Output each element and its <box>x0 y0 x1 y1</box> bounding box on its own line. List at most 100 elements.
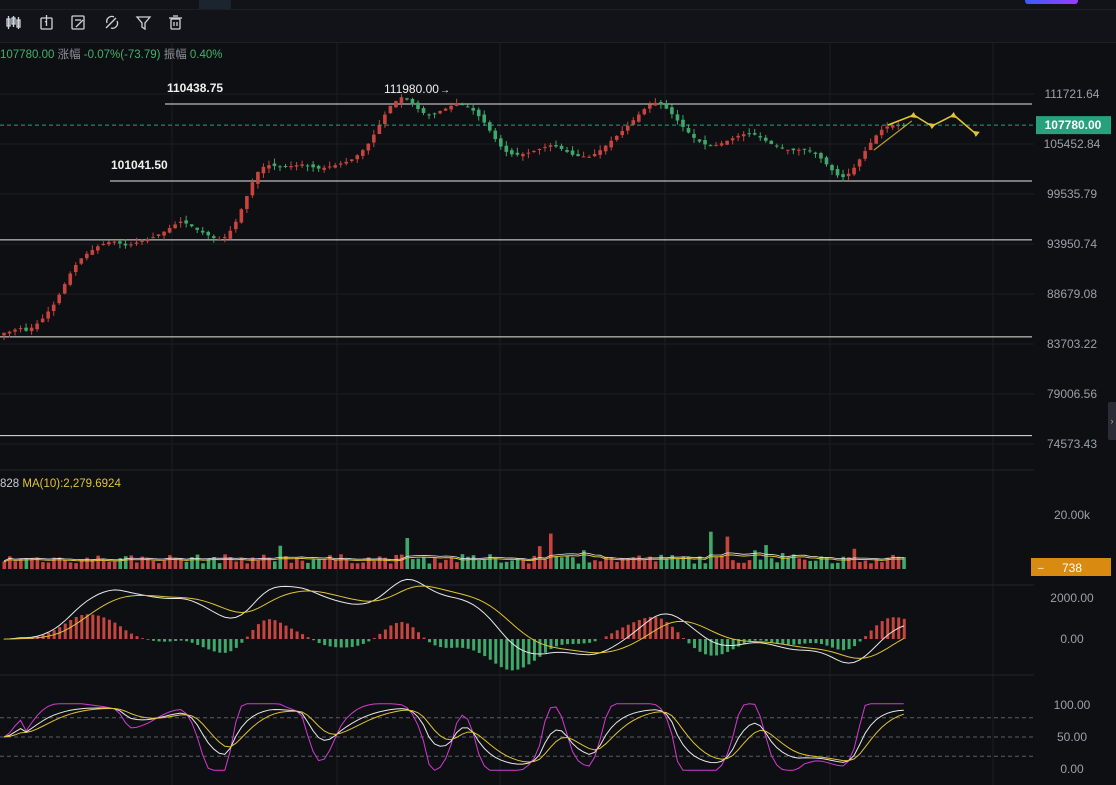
macd-histogram-bar <box>858 639 862 642</box>
volume-bar <box>344 559 349 569</box>
macd-histogram-bar <box>113 622 117 639</box>
candle-body <box>703 140 707 145</box>
candle-body <box>123 243 128 246</box>
macd-histogram-bar <box>107 619 111 639</box>
candle-body <box>885 126 889 129</box>
macd-histogram-bar <box>433 639 437 646</box>
edit-icon[interactable] <box>68 12 88 32</box>
volume-bar <box>554 556 559 569</box>
volume-bar <box>587 562 592 569</box>
macd-histogram-bar <box>505 639 509 670</box>
candle-body <box>410 99 415 105</box>
candle-body <box>714 144 718 146</box>
candle-body <box>432 113 437 115</box>
candle-body <box>808 150 812 152</box>
volume-last-tag <box>1031 558 1111 576</box>
candle-body <box>18 328 23 330</box>
trash-icon[interactable] <box>165 12 185 32</box>
candle-body <box>46 311 50 319</box>
candle-body <box>79 258 84 264</box>
candle-body <box>813 152 818 154</box>
volume-last-label: 738 <box>1062 561 1082 575</box>
volume-bar <box>847 557 851 569</box>
volume-bar <box>659 554 663 569</box>
volume-bar <box>874 558 879 569</box>
macd-histogram-bar <box>141 638 144 639</box>
volume-bar <box>714 557 719 569</box>
candle-type-icon[interactable] <box>3 12 23 32</box>
macd-histogram-bar <box>654 616 658 639</box>
candle-body <box>521 153 525 157</box>
volume-bar <box>824 557 829 569</box>
volume-bar <box>422 556 426 569</box>
candle-body <box>868 142 873 151</box>
candle-body <box>322 167 326 170</box>
volume-bar <box>609 557 614 569</box>
macd-histogram-bar <box>847 639 851 650</box>
candle-body <box>863 151 867 159</box>
candle-body <box>592 153 597 157</box>
candle-body <box>460 104 464 106</box>
candle-body <box>554 145 558 147</box>
candle-body <box>366 143 371 151</box>
macd-histogram-bar <box>439 639 443 648</box>
macd-histogram-bar <box>566 639 570 645</box>
volume-bar <box>460 554 465 569</box>
macd-histogram-bar <box>819 639 823 645</box>
macd-histogram-bar <box>720 639 724 655</box>
candle-body <box>134 242 139 244</box>
toolbar-tab[interactable] <box>199 0 231 9</box>
volume-bar <box>438 562 443 569</box>
macd-histogram-bar <box>715 639 719 656</box>
candle-body <box>675 114 680 121</box>
macd-histogram-bar <box>422 637 426 639</box>
volume-bar <box>466 556 470 569</box>
volume-bar <box>427 563 432 569</box>
candle-body <box>283 166 288 168</box>
macd-histogram-bar <box>864 636 868 639</box>
candle-body <box>40 318 45 323</box>
macd-histogram-bar <box>836 639 840 650</box>
draw-icon[interactable] <box>101 12 121 32</box>
candle-body <box>719 143 724 146</box>
indicator-icon[interactable] <box>36 12 56 32</box>
macd-histogram-bar <box>234 639 238 648</box>
candle-body <box>267 165 271 169</box>
candle-body <box>333 165 337 168</box>
annotation-arrow: → <box>440 85 450 96</box>
candle-body <box>465 106 470 108</box>
info-amplitude-value: 0.40% <box>189 49 223 61</box>
candle-body <box>427 114 431 116</box>
volume-bar <box>8 556 12 569</box>
macd-histogram-bar <box>190 639 194 643</box>
macd-histogram-bar <box>538 639 542 657</box>
candle-body <box>819 153 823 159</box>
macd-histogram-bar <box>902 618 906 639</box>
candle-body <box>625 125 630 131</box>
volume-bar <box>521 559 525 569</box>
candle-body <box>581 156 586 158</box>
filter-icon[interactable] <box>133 12 153 32</box>
volume-bar <box>168 555 172 569</box>
macd-histogram-bar <box>543 639 547 653</box>
volume-bar <box>720 555 724 569</box>
macd-histogram-bar <box>759 639 763 641</box>
volume-bar <box>637 555 641 569</box>
axis-collapse-handle[interactable]: › <box>1108 402 1116 440</box>
volume-bar <box>808 560 813 569</box>
candle-body <box>311 164 315 168</box>
candle-body <box>377 124 382 135</box>
candle-body <box>96 246 100 251</box>
volume-bar <box>836 562 840 569</box>
macd-histogram-bar <box>350 639 354 647</box>
volume-bar <box>504 561 509 569</box>
macd-histogram-bar <box>803 639 807 644</box>
candle-body <box>620 130 625 136</box>
macd-histogram-bar <box>168 639 172 642</box>
kdj-axis-tick: 0.00 <box>1060 762 1084 776</box>
macd-histogram-bar <box>372 637 376 639</box>
volume-bar <box>118 558 123 569</box>
volume-bar <box>272 561 277 569</box>
volume-bar <box>753 550 757 569</box>
